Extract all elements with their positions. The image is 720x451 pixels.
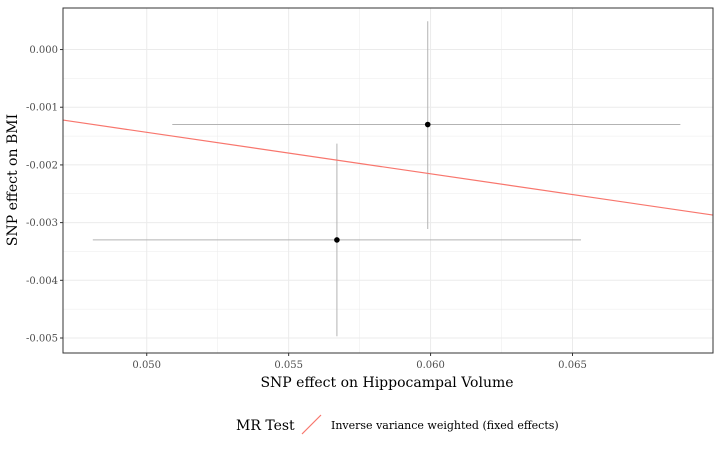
x-tick-label: 0.065 [558,360,587,371]
panel-border [62,7,714,354]
data-point [334,237,340,243]
y-axis-title: SNP effect on BMI [5,114,21,246]
error-bars [92,21,681,337]
legend-key-line [301,414,322,435]
data-points [334,121,431,243]
y-tick-label: -0.003 [26,218,58,229]
x-tick-label: 0.060 [416,360,445,371]
y-tick-label: -0.005 [26,334,58,345]
x-axis-ticks: 0.050 0.055 0.060 0.065 [132,353,587,371]
x-tick-label: 0.055 [274,360,303,371]
y-tick-label: -0.001 [26,103,58,114]
y-tick-label: -0.004 [26,276,58,287]
legend-title: MR Test [236,418,295,434]
y-tick-label: -0.002 [26,160,58,171]
grid-layer [63,8,713,353]
ivw-regression-line [62,119,714,216]
regression-lines [62,119,714,216]
legend: MR Test Inverse variance weighted (fixed… [236,414,559,435]
legend-entry-label: Inverse variance weighted (fixed effects… [331,419,559,432]
x-axis-title: SNP effect on Hippocampal Volume [260,375,513,391]
y-axis-ticks: 0.000 -0.001 -0.002 -0.003 -0.004 -0.005 [26,45,63,345]
y-tick-label: 0.000 [29,45,58,56]
data-point [424,121,431,128]
x-tick-label: 0.050 [132,360,161,371]
